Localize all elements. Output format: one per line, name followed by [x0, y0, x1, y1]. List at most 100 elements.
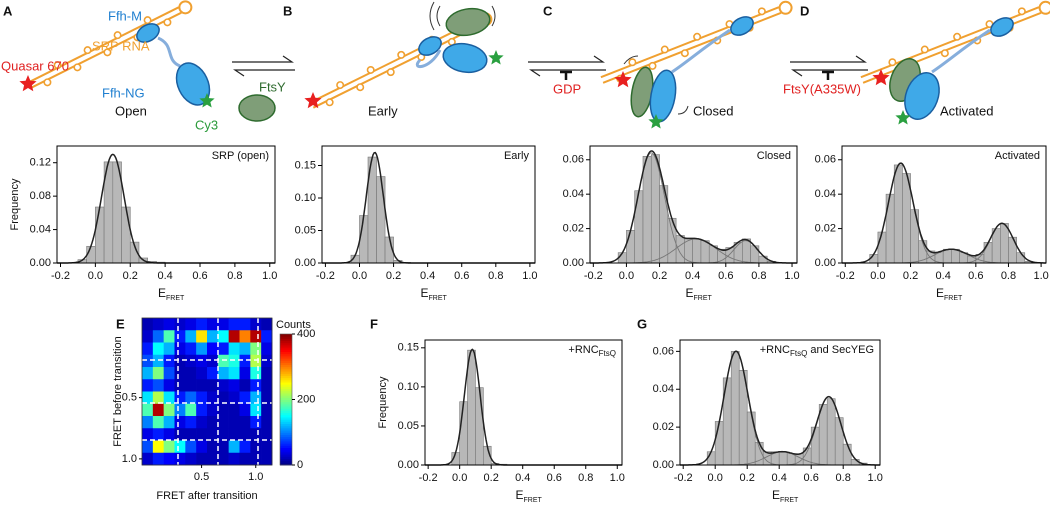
colorbar-segment [280, 416, 292, 420]
heat-cell [163, 367, 175, 380]
bar [778, 451, 788, 466]
colorbar-segment [280, 397, 292, 400]
x-tick-label: 0.6 [718, 270, 733, 282]
heat-cell [217, 428, 229, 441]
x-tick-label: 0.4 [515, 472, 530, 484]
dye-star [488, 50, 504, 65]
heat-cell [217, 330, 229, 343]
rna-hairpin [778, 0, 793, 15]
x-tick-label: 0.4 [157, 270, 172, 282]
rna-loop [888, 58, 897, 67]
colorbar-segment [280, 425, 292, 429]
inhibitor-label: FtsY(A335W) [783, 81, 861, 96]
plot-frame [321, 145, 536, 264]
heat-cell [174, 403, 186, 417]
heat-cell [207, 452, 219, 466]
colorbar-tick-label: 0 [297, 459, 303, 471]
x-tick-label: 0.6 [192, 270, 207, 282]
heat-cell [174, 330, 186, 343]
colorbar-segment [280, 388, 292, 392]
colorbar-segment [280, 395, 292, 398]
bar [650, 154, 660, 264]
heat-cell [250, 379, 262, 392]
y-tick-label: 0.10 [295, 192, 316, 204]
colorbar-segment [280, 399, 292, 403]
heat-cell [163, 379, 175, 392]
x-axis-label-sub: FRET [524, 497, 543, 504]
y-tick-label: 0.06 [653, 345, 674, 357]
equilibrium-arrow [233, 69, 295, 77]
x-axis-label-sub: FRET [780, 497, 799, 504]
bar [877, 231, 887, 264]
colorbar-segment [280, 408, 292, 411]
x-tick-label: -0.2 [584, 270, 603, 282]
heat-cell [174, 428, 186, 441]
x-tick-label: 0.4 [420, 270, 435, 282]
panel-letter: C [543, 3, 553, 18]
heat-cell [142, 391, 154, 405]
heat-cell [217, 318, 229, 331]
x-axis-label-sub: FRET [694, 295, 713, 302]
panel-letter: F [370, 316, 378, 331]
bar [786, 453, 796, 466]
heat-cell [228, 428, 240, 441]
x-axis-label-main: E [158, 286, 166, 300]
colorbar-segment [280, 421, 292, 425]
heat-cell [174, 318, 186, 331]
heat-cell [142, 354, 154, 368]
heat-cell [196, 342, 208, 356]
heat-cell [250, 416, 262, 429]
heat-cell [239, 403, 251, 417]
heat-cell [196, 416, 208, 429]
heat-cell [174, 452, 186, 466]
heat-cell [239, 318, 251, 331]
heat-cell [261, 342, 273, 356]
heat-cell [250, 440, 262, 454]
colorbar-segment [280, 440, 292, 444]
y-tick-label: 0.02 [653, 421, 674, 433]
heat-cell [196, 391, 208, 405]
rna-hairpin [178, 0, 193, 15]
heat-cell [142, 403, 154, 417]
heat-cell [185, 403, 197, 417]
protein-domain [175, 62, 211, 106]
heat-cell [163, 391, 175, 405]
heat-cell [261, 391, 273, 405]
rna-loop [366, 65, 375, 74]
heat-cell [142, 440, 154, 454]
heat-cell [261, 318, 273, 331]
heat-cell [196, 379, 208, 392]
equilibrium-arrow [528, 55, 605, 63]
heat-cell [217, 452, 229, 466]
heat-cell [250, 452, 262, 466]
linker [416, 49, 442, 68]
heat-cell [261, 440, 273, 454]
x-tick-label: 0.6 [968, 270, 983, 282]
dye-star [872, 69, 890, 86]
x-axis-label: EFRET [936, 286, 963, 302]
colorbar-segment [280, 443, 292, 446]
bar [842, 443, 852, 466]
equilibrium-arrow [232, 55, 294, 63]
heat-cell [142, 452, 154, 466]
heat-cell [261, 379, 273, 392]
heat-cell [207, 428, 219, 441]
domain-label: Ffh-M [108, 8, 142, 23]
heat-cell [142, 342, 154, 356]
protein-domain [136, 23, 160, 43]
x-axis-label-main: E [686, 286, 694, 300]
x-tick-label: 0.2 [652, 270, 667, 282]
colorbar-segment [280, 406, 292, 409]
rna-hairpin [1038, 0, 1050, 15]
heat-cell [217, 342, 229, 356]
x-tick-label: 0.0 [870, 270, 885, 282]
inhibition-mark [560, 70, 572, 80]
dye-star [614, 71, 632, 88]
colorbar-segment [280, 401, 292, 405]
bar [717, 248, 727, 264]
protein-domain [730, 16, 754, 36]
x-axis-label-main: E [936, 286, 944, 300]
bar [818, 404, 828, 466]
rna-label: SRP RNA [92, 38, 150, 53]
heat-cell [228, 379, 240, 392]
